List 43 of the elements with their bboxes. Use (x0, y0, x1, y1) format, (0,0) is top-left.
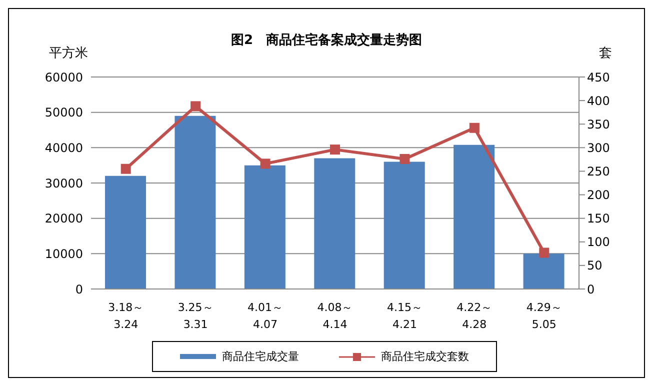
bar (174, 116, 216, 289)
y2-tick-label: 200 (587, 188, 610, 202)
legend-label: 商品住宅成交套数 (380, 349, 469, 364)
x-tick-label: 4.01～ 4.07 (248, 301, 284, 331)
x-tick-label: 4.08～ 4.14 (317, 301, 353, 331)
x-tick-label: 3.25～ 3.31 (178, 301, 214, 331)
point (190, 101, 201, 112)
point (120, 164, 131, 174)
y2-tick-label: 150 (587, 212, 610, 226)
y2-tick-label: 450 (587, 70, 610, 84)
point (330, 144, 340, 155)
bar (244, 165, 286, 289)
y-tick-label: 60000 (44, 70, 83, 84)
point (260, 158, 270, 169)
y-axis-title: 平方米 (49, 45, 88, 62)
point (539, 248, 550, 258)
y2-tick-label: 400 (587, 94, 610, 108)
y2-tick-label: 100 (587, 235, 610, 250)
y-tick-label: 40000 (44, 140, 83, 155)
y2-tick-label: 350 (587, 117, 610, 132)
y-tick-label: 10000 (44, 246, 83, 261)
y-tick-label: 20000 (44, 212, 83, 226)
y2-tick-label: 300 (587, 140, 610, 155)
y-tick-label: 30000 (44, 176, 83, 190)
point (400, 154, 410, 164)
y2-axis-title: 套 (599, 45, 612, 62)
y2-tick-label: 250 (587, 164, 610, 178)
chart-title: 图2 商品住宅备案成交量走势图 (230, 33, 422, 48)
y-tick-label: 50000 (44, 106, 83, 120)
y2-tick-label: 50 (587, 258, 602, 273)
bar (454, 144, 495, 289)
x-tick-label: 4.22～ 4.28 (456, 301, 492, 331)
point (469, 122, 480, 133)
x-tick-label: 3.18～ 3.24 (108, 301, 144, 331)
bar (523, 254, 564, 289)
x-tick-label: 4.15～ 4.21 (386, 301, 422, 331)
bar (314, 158, 356, 289)
y-tick-label: 0 (75, 282, 83, 296)
y2-tick-label: 0 (587, 282, 595, 296)
bar (384, 162, 425, 289)
x-tick-label: 4.29～ 5.05 (526, 301, 562, 331)
bar (105, 176, 146, 289)
legend-label: 商品住宅成交量 (221, 349, 299, 364)
